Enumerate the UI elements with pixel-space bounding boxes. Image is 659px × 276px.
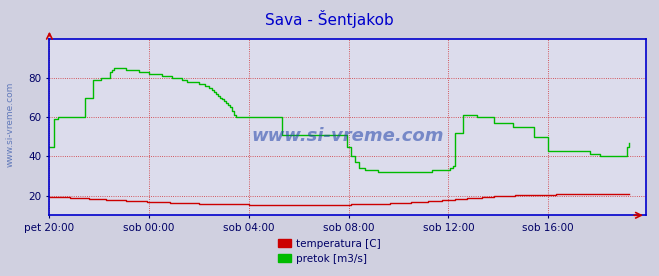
Legend: temperatura [C], pretok [m3/s]: temperatura [C], pretok [m3/s]: [274, 235, 385, 268]
Text: www.si-vreme.com: www.si-vreme.com: [251, 127, 444, 145]
Text: Sava - Šentjakob: Sava - Šentjakob: [265, 10, 394, 28]
Text: www.si-vreme.com: www.si-vreme.com: [5, 81, 14, 167]
